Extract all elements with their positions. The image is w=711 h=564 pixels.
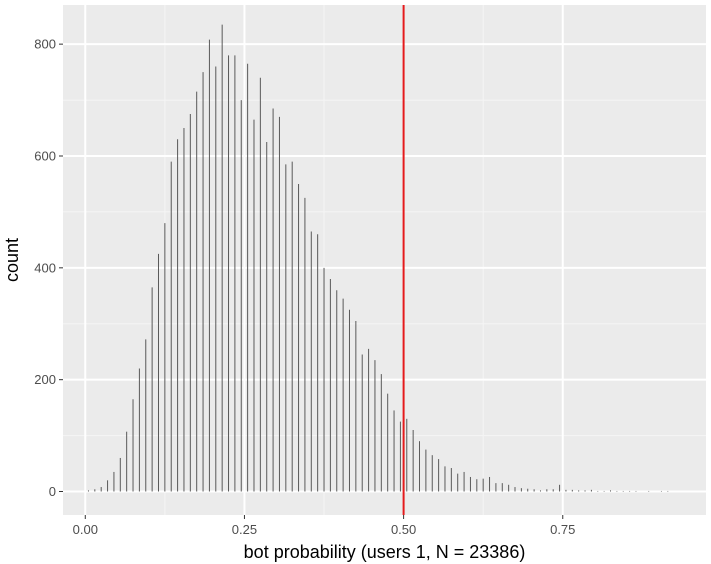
y-tick-label: 400	[34, 260, 56, 275]
y-axis: 0 200 400 600 800	[34, 37, 63, 499]
y-tick-label: 0	[49, 484, 56, 499]
panel-background	[63, 5, 706, 515]
y-tick-label: 800	[34, 37, 56, 52]
x-tick-label: 0.25	[232, 522, 257, 537]
x-tick-label: 0.75	[550, 522, 575, 537]
x-tick-label: 0.50	[391, 522, 416, 537]
minor-gridlines	[63, 5, 706, 515]
y-axis-title: count	[2, 238, 22, 282]
y-tick-label: 600	[34, 148, 56, 163]
x-axis: 0.00 0.25 0.50 0.75	[73, 515, 575, 537]
histogram-bars	[87, 24, 669, 492]
x-axis-title: bot probability (users 1, N = 23386)	[244, 542, 526, 562]
y-tick-label: 200	[34, 372, 56, 387]
x-tick-label: 0.00	[73, 522, 98, 537]
